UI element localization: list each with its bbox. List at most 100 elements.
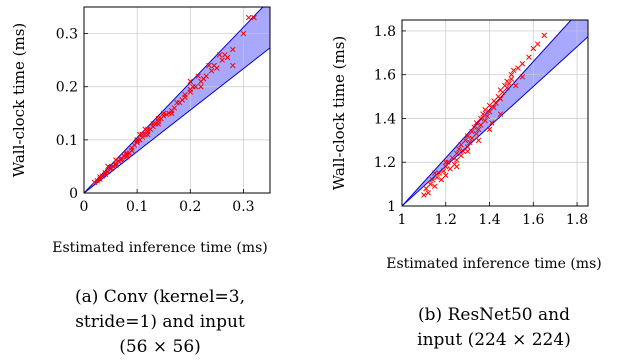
data-point-stroke	[488, 120, 495, 126]
data-point-stroke	[478, 122, 484, 128]
data-point	[208, 68, 215, 74]
data-point	[206, 62, 212, 69]
data-point	[91, 179, 98, 186]
data-point	[464, 148, 471, 155]
y-tick-label: 1	[387, 199, 396, 215]
data-point	[478, 122, 484, 128]
y-tick-label: 0.1	[56, 133, 78, 149]
data-point	[453, 163, 460, 170]
data-point-stroke	[94, 178, 101, 184]
x-tick-label: 1.4	[478, 212, 500, 228]
data-point	[142, 126, 148, 132]
lower-bound-line	[402, 36, 588, 206]
data-point	[458, 141, 464, 148]
caption-line: (a) Conv (kernel=3,	[75, 287, 245, 307]
data-point-stroke	[473, 120, 480, 126]
data-point	[486, 109, 493, 115]
data-point	[541, 32, 547, 39]
data-point	[224, 54, 231, 61]
data-point-stroke	[421, 192, 427, 198]
data-point-stroke	[182, 91, 188, 98]
data-point-stroke	[534, 41, 541, 47]
data-point	[423, 185, 429, 192]
data-point	[145, 131, 151, 138]
data-point-stroke	[464, 148, 471, 155]
data-point-stroke	[497, 96, 504, 102]
data-point	[534, 41, 541, 47]
data-point	[497, 96, 504, 102]
data-point	[113, 162, 119, 169]
data-point-stroke	[187, 78, 194, 85]
data-point-stroke	[123, 151, 130, 158]
data-point	[230, 46, 236, 53]
data-point-stroke	[251, 14, 257, 21]
data-point-stroke	[214, 65, 220, 71]
data-point-stroke	[190, 83, 196, 90]
data-point-stroke	[425, 190, 432, 196]
data-point	[453, 157, 460, 163]
data-point-stroke	[145, 131, 151, 138]
data-point-stroke	[216, 52, 223, 58]
data-point	[443, 172, 449, 179]
y-axis-label: Wall-clock time (ms)	[330, 36, 348, 191]
data-point-stroke	[482, 106, 488, 113]
data-point-stroke	[458, 141, 464, 148]
data-point-stroke	[245, 14, 252, 21]
data-point	[123, 150, 130, 156]
data-point-stroke	[469, 135, 475, 141]
data-point	[519, 74, 526, 80]
data-point	[491, 104, 497, 111]
data-point-stroke	[208, 68, 215, 74]
data-point-stroke	[530, 45, 537, 52]
data-point	[438, 176, 445, 183]
data-point-stroke	[513, 82, 519, 89]
data-point	[478, 115, 484, 122]
data-point	[118, 157, 124, 163]
data-point	[123, 151, 130, 158]
data-point	[499, 89, 506, 95]
data-point-stroke	[497, 111, 504, 117]
data-point-stroke	[499, 89, 506, 95]
x-tick-label: 0	[80, 199, 89, 215]
x-tick-label: 1.6	[522, 212, 544, 228]
data-point	[440, 168, 447, 174]
data-point-stroke	[445, 159, 451, 165]
data-point-stroke	[113, 157, 119, 163]
data-point	[469, 128, 475, 135]
data-point	[443, 163, 449, 170]
data-point-stroke	[440, 168, 447, 174]
data-point-stroke	[171, 105, 178, 111]
y-tick-label: 1.6	[374, 68, 396, 84]
data-point-stroke	[480, 111, 486, 117]
x-tick-label: 1.2	[435, 212, 457, 228]
data-point	[486, 102, 493, 109]
data-point	[198, 83, 204, 90]
data-point-stroke	[155, 121, 162, 127]
data-point-stroke	[464, 133, 471, 139]
data-point-stroke	[443, 172, 449, 179]
y-tick-label: 0.3	[56, 27, 78, 43]
data-point-stroke	[195, 73, 202, 79]
data-point-stroke	[447, 166, 453, 172]
data-point	[105, 163, 111, 170]
data-point-stroke	[137, 131, 143, 138]
data-point-stroke	[456, 146, 462, 152]
y-tick-label: 0	[69, 186, 78, 202]
data-point	[519, 61, 526, 67]
data-point	[526, 54, 532, 60]
data-point	[421, 192, 427, 198]
x-axis-label: Estimated inference time (ms)	[52, 240, 267, 256]
data-point	[155, 121, 162, 127]
data-point	[447, 166, 453, 172]
data-point	[473, 131, 480, 137]
data-point-stroke	[486, 126, 493, 133]
data-point-stroke	[515, 65, 521, 71]
data-point	[456, 146, 462, 152]
data-point-stroke	[510, 67, 517, 74]
caption-line: (b) ResNet50 and	[418, 305, 570, 325]
data-point-stroke	[429, 176, 436, 183]
data-point	[245, 14, 252, 21]
data-point-stroke	[240, 30, 247, 37]
data-point-stroke	[432, 170, 438, 176]
data-point	[443, 159, 449, 165]
